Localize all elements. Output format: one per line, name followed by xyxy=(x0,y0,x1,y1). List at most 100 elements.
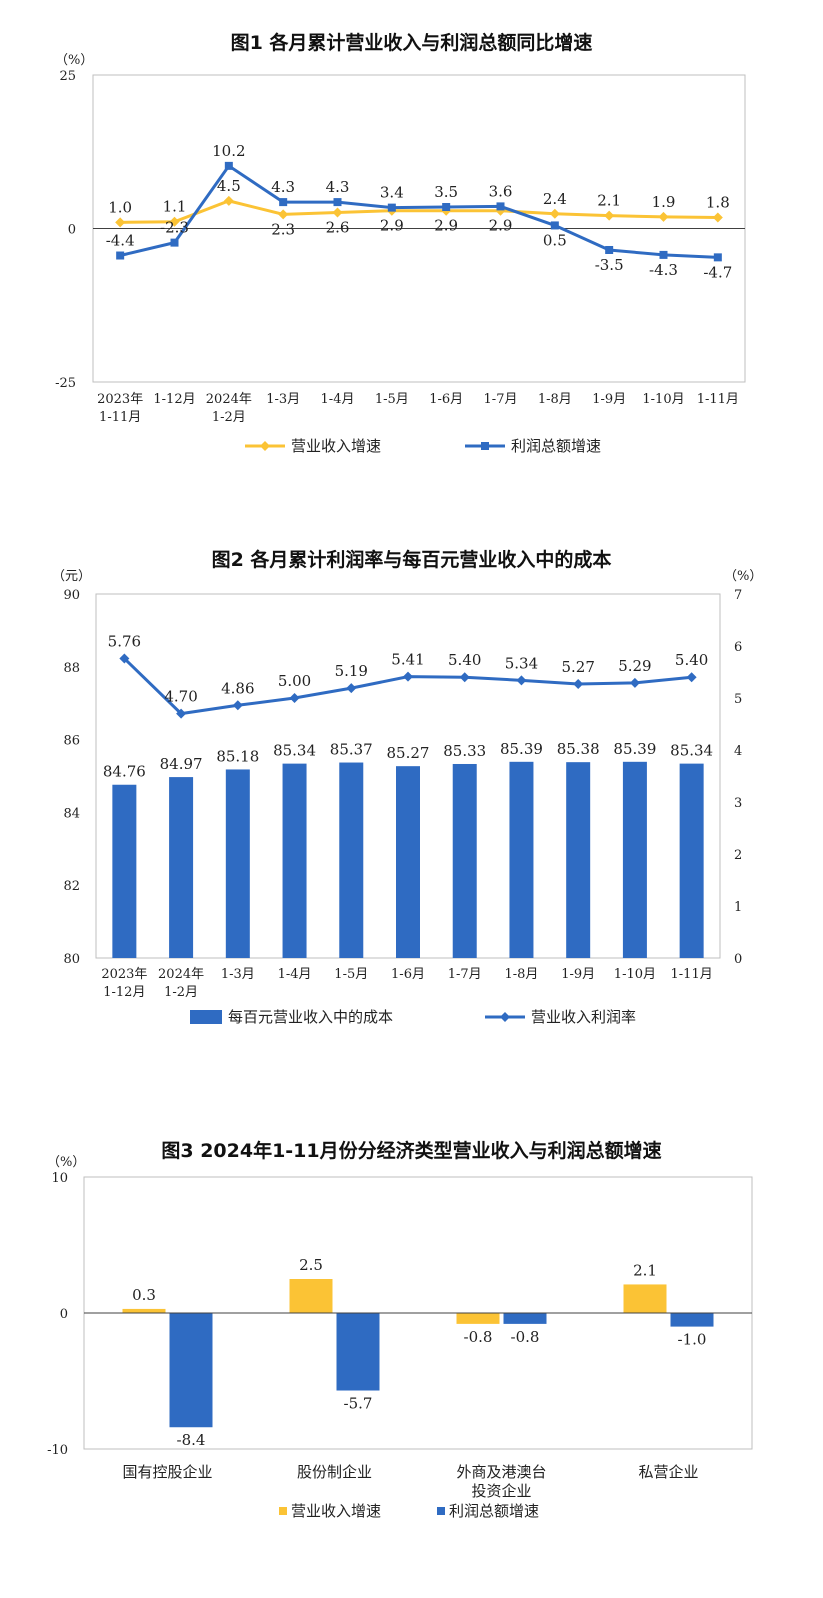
chart2-line-label: 4.70 xyxy=(164,688,197,706)
chart1-xtick-label: 1-10月 xyxy=(642,392,684,407)
chart1-point xyxy=(604,210,615,221)
chart3-bar-label: -0.8 xyxy=(464,1328,493,1346)
chart2-bar-label: 85.39 xyxy=(500,740,543,758)
chart2-bar-label: 85.38 xyxy=(557,740,600,758)
chart3-xtick-label: 私营企业 xyxy=(638,1463,698,1481)
chart1-xtick-label: 1-11月 xyxy=(697,392,739,407)
chart2-bar xyxy=(622,761,647,958)
chart3-ytick-label: -10 xyxy=(47,1443,68,1458)
chart1-data-label: 10.2 xyxy=(212,142,245,160)
chart1-series-line xyxy=(120,199,718,224)
chart3-legend-swatch xyxy=(279,1507,287,1515)
chart1-point xyxy=(169,216,180,227)
chart1-xtick-label: 1-2月 xyxy=(212,410,246,425)
chart1-point xyxy=(713,253,722,262)
chart2-ytick-left-label: 86 xyxy=(63,734,80,749)
chart2-bar xyxy=(225,769,250,958)
chart2-bar xyxy=(452,763,477,958)
chart2-line-label: 5.34 xyxy=(505,654,538,672)
chart1-point xyxy=(279,198,288,207)
chart2-bar-label: 85.18 xyxy=(216,747,259,765)
chart2-line-point xyxy=(346,683,357,694)
chart1-data-label: 4.5 xyxy=(217,177,241,195)
chart2-ytick-right-label: 6 xyxy=(734,640,742,655)
chart3-bar-label: 0.3 xyxy=(132,1286,156,1304)
chart1-point xyxy=(224,161,233,170)
chart2-line-point xyxy=(403,671,413,682)
chart3-bar xyxy=(623,1284,667,1313)
chart2-line-label: 5.00 xyxy=(278,672,311,690)
chart1-data-label: 1.9 xyxy=(652,193,676,211)
chart1-legend-marker xyxy=(260,441,270,451)
chart2-line-label: 5.40 xyxy=(448,651,481,669)
chart1-xtick-label: 2024年 xyxy=(206,392,252,407)
chart2-title: 图2 各月累计利润率与每百元营业收入中的成本 xyxy=(211,549,612,571)
chart2-xtick-label: 1-4月 xyxy=(278,967,312,982)
chart1-data-label: 1.1 xyxy=(163,198,187,216)
chart1-legend-label: 利润总额增速 xyxy=(511,437,601,455)
chart1-xtick-label: 1-4月 xyxy=(321,392,355,407)
chart1-ylabel: （%） xyxy=(55,53,93,68)
chart2-line-label: 5.27 xyxy=(561,658,594,676)
chart2-xtick-label: 2024年 xyxy=(158,967,204,982)
chart2-line-point xyxy=(119,653,130,664)
chart1-xtick-label: 1-3月 xyxy=(266,392,300,407)
chart1-xtick-label: 1-7月 xyxy=(484,392,518,407)
chart1-point xyxy=(170,238,179,247)
chart3-ylabel: （%） xyxy=(47,1155,85,1170)
chart2-ytick-left-label: 88 xyxy=(63,661,80,676)
chart3-ytick-label: 10 xyxy=(51,1171,68,1186)
chart1-xtick-label: 1-8月 xyxy=(538,392,572,407)
chart2-bar xyxy=(396,766,420,958)
chart3-xtick-label: 股份制企业 xyxy=(297,1463,372,1481)
chart2-line-point xyxy=(573,678,584,689)
chart2-xtick-label: 1-12月 xyxy=(103,985,145,1000)
chart3-legend-label: 营业收入增速 xyxy=(291,1502,381,1520)
chart3-bar-label: 2.5 xyxy=(299,1256,323,1274)
chart2-bar xyxy=(282,763,307,958)
chart1-data-label: 0.5 xyxy=(543,231,567,249)
chart2-bar xyxy=(339,762,364,958)
chart1-xtick-label: 1-6月 xyxy=(429,392,463,407)
chart1-xtick-label: 1-11月 xyxy=(99,410,141,425)
chart3-bar xyxy=(169,1313,213,1428)
chart3-bar-label: -5.7 xyxy=(344,1395,373,1413)
chart2-ytick-right-label: 4 xyxy=(734,744,742,759)
chart1-point xyxy=(549,208,560,219)
chart2-bar-label: 85.34 xyxy=(670,742,713,760)
chart2-ytick-right-label: 7 xyxy=(734,588,742,603)
chart1-series-line xyxy=(119,163,718,259)
chart3-xtick-label: 外商及港澳台 xyxy=(456,1463,546,1481)
chart2-line-point xyxy=(459,672,470,683)
chart3-legend-label: 利润总额增速 xyxy=(449,1502,539,1520)
chart2-line-point xyxy=(289,693,300,703)
chart2-line-point xyxy=(176,708,187,719)
chart1-point xyxy=(442,203,451,212)
chart2-legend-line-marker xyxy=(500,1012,510,1022)
chart2-xtick-label: 1-2月 xyxy=(164,985,198,1000)
chart1-point xyxy=(550,221,559,230)
chart2-ytick-right-label: 0 xyxy=(734,952,742,967)
chart2-ylabel-left: （元） xyxy=(52,569,91,584)
chart2-bar xyxy=(679,763,704,958)
chart2-xtick-label: 2023年 xyxy=(101,967,147,982)
chart2-line-label: 5.19 xyxy=(335,662,368,680)
chart2-ylabel-right: （%） xyxy=(724,569,762,584)
chart1-point xyxy=(712,212,723,223)
chart1-data-label: 2.9 xyxy=(380,217,404,235)
chart3-legend-swatch xyxy=(437,1507,445,1515)
chart2-xtick-label: 1-3月 xyxy=(221,967,255,982)
chart2-ytick-right-label: 2 xyxy=(734,848,742,863)
chart2-plot: （元） （%） 90 88 86 84 82 80 7 6 5 4 3 2 1 0 2023年 1-12月 2024… xyxy=(52,569,762,1026)
chart1-xtick-label: 1-9月 xyxy=(592,392,626,407)
chart2-bar xyxy=(112,784,137,958)
chart1-data-label: 2.9 xyxy=(489,217,513,235)
chart2-bar xyxy=(509,761,534,958)
chart1-point xyxy=(332,207,343,218)
chart1-data-label: -3.5 xyxy=(595,256,624,274)
chart2-bar-label: 85.27 xyxy=(387,744,430,762)
chart1-point xyxy=(496,202,505,211)
chart2-line-point xyxy=(686,672,697,683)
chart1-data-label: 3.4 xyxy=(380,184,404,202)
chart1-ytick-label: 0 xyxy=(68,223,76,238)
